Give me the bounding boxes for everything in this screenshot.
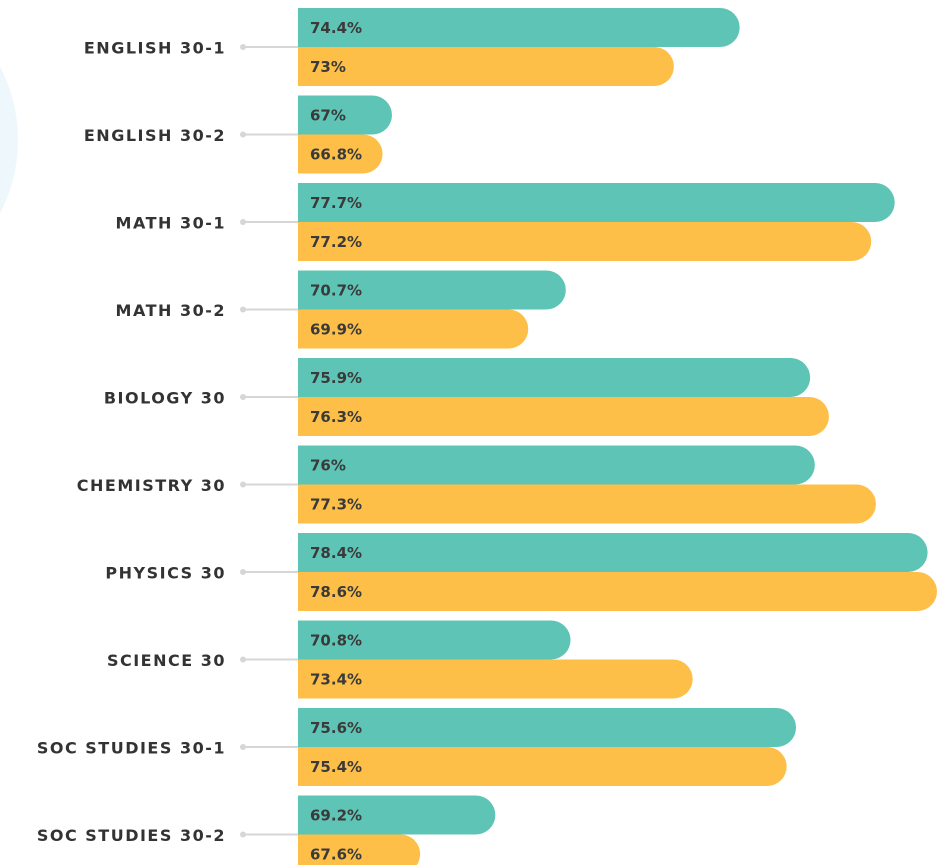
category-label: CHEMISTRY 30	[77, 476, 226, 495]
connector-dot	[240, 569, 246, 575]
bar	[298, 533, 928, 572]
category-label: SOC STUDIES 30-1	[37, 739, 226, 758]
bar	[298, 659, 693, 699]
bar	[298, 95, 392, 135]
value-label: 73%	[310, 58, 346, 76]
value-label: 78.4%	[310, 544, 362, 562]
value-label: 77.2%	[310, 233, 362, 251]
category-label: BIOLOGY 30	[104, 389, 226, 408]
category-label: SCIENCE 30	[107, 651, 226, 670]
connector-dot	[240, 394, 246, 400]
category-label: ENGLISH 30-2	[84, 126, 226, 145]
category-label: ENGLISH 30-1	[84, 39, 226, 58]
connector-dot	[240, 131, 246, 138]
decor-circle	[0, 66, 18, 214]
connector-dot	[240, 306, 246, 313]
value-label: 76%	[310, 457, 346, 475]
category-label: PHYSICS 30	[105, 564, 226, 583]
value-label: 74.4%	[310, 19, 362, 37]
connector-dot	[240, 744, 246, 750]
value-label: 66.8%	[310, 146, 362, 164]
value-label: 76.3%	[310, 408, 362, 426]
value-label: 75.6%	[310, 719, 362, 737]
value-label: 67.6%	[310, 846, 362, 864]
value-label: 73.4%	[310, 671, 362, 689]
bar	[297, 8, 740, 47]
value-label: 70.7%	[310, 282, 362, 300]
connector-dot	[240, 481, 246, 488]
value-label: 70.8%	[310, 632, 362, 650]
bar	[298, 397, 829, 436]
bar	[298, 183, 895, 222]
value-label: 75.9%	[310, 369, 362, 387]
bar	[298, 134, 383, 174]
bar	[298, 445, 815, 485]
bar	[298, 358, 811, 397]
bar	[298, 222, 872, 261]
value-label: 75.4%	[310, 758, 362, 776]
category-label: MATH 30-2	[116, 301, 226, 320]
bar	[298, 834, 421, 865]
value-label: 67%	[310, 107, 346, 125]
connector-dot	[240, 656, 246, 663]
bar	[298, 795, 496, 835]
bar	[297, 47, 674, 86]
category-label: SOC STUDIES 30-2	[37, 826, 226, 845]
value-label: 77.3%	[310, 496, 362, 514]
bar	[298, 708, 797, 747]
bar	[298, 747, 787, 786]
value-label: 69.9%	[310, 321, 362, 339]
value-label: 77.7%	[310, 194, 362, 212]
value-label: 69.2%	[310, 807, 362, 825]
connector-dot	[240, 219, 246, 225]
value-label: 78.6%	[310, 583, 362, 601]
bar	[298, 620, 571, 660]
connector-dot	[240, 44, 246, 50]
category-label: MATH 30-1	[116, 214, 226, 233]
bar	[298, 572, 937, 611]
bar	[298, 484, 876, 524]
connector-dot	[240, 831, 246, 838]
bar	[298, 270, 566, 310]
bar	[298, 309, 529, 349]
